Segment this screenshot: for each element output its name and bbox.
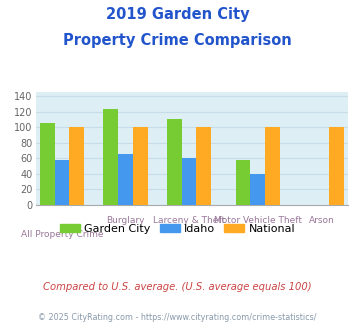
Bar: [69, 127, 84, 205]
Bar: [103, 110, 118, 205]
Bar: [182, 158, 196, 205]
Text: Burglary: Burglary: [106, 216, 145, 225]
Text: Larceny & Theft: Larceny & Theft: [153, 216, 225, 225]
Bar: [133, 127, 148, 205]
Bar: [236, 160, 251, 205]
Bar: [251, 174, 265, 205]
Bar: [40, 122, 55, 205]
Bar: [329, 127, 344, 205]
Text: Motor Vehicle Theft: Motor Vehicle Theft: [214, 216, 302, 225]
Bar: [265, 127, 280, 205]
Text: © 2025 CityRating.com - https://www.cityrating.com/crime-statistics/: © 2025 CityRating.com - https://www.city…: [38, 314, 317, 322]
Bar: [118, 154, 133, 205]
Text: Property Crime Comparison: Property Crime Comparison: [63, 33, 292, 48]
Bar: [196, 127, 211, 205]
Text: Arson: Arson: [308, 216, 334, 225]
Text: 2019 Garden City: 2019 Garden City: [106, 7, 249, 21]
Bar: [167, 119, 182, 205]
Bar: [55, 160, 69, 205]
Text: Compared to U.S. average. (U.S. average equals 100): Compared to U.S. average. (U.S. average …: [43, 282, 312, 292]
Text: All Property Crime: All Property Crime: [21, 230, 103, 239]
Legend: Garden City, Idaho, National: Garden City, Idaho, National: [55, 220, 300, 239]
